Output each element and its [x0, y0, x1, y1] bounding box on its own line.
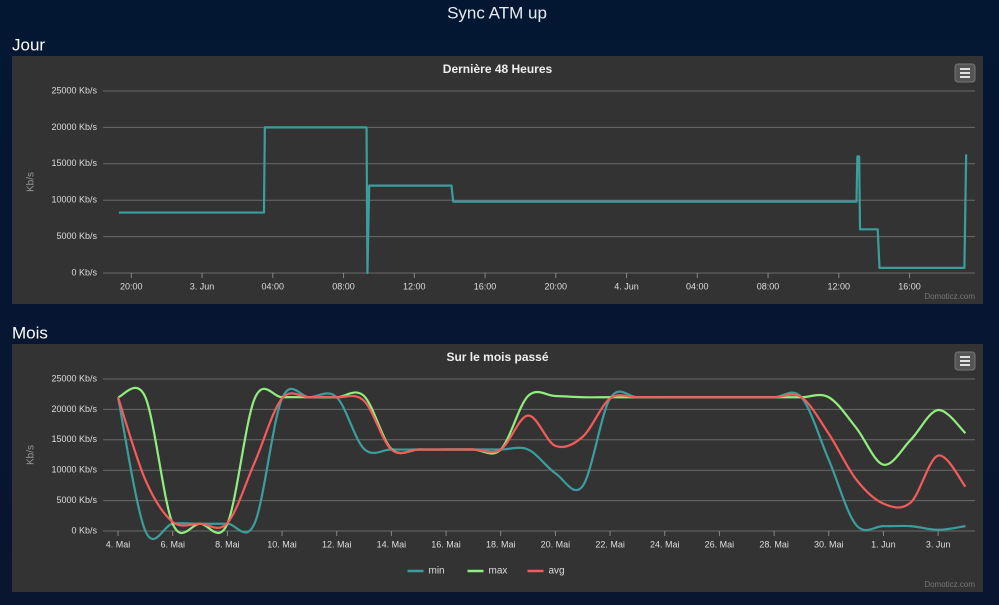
series-line — [116, 387, 966, 541]
y-tick-label: 5000 Kb/s — [56, 495, 97, 505]
x-tick-label: 18. Mai — [486, 539, 516, 549]
x-tick-label: 04:00 — [686, 281, 709, 291]
x-tick-label: 4. Mai — [106, 539, 131, 549]
x-tick-label: 8. Mai — [215, 539, 240, 549]
y-tick-label: 25000 Kb/s — [51, 373, 97, 383]
series-line — [118, 126, 968, 275]
x-tick-label: 20:00 — [120, 281, 143, 291]
x-tick-label: 3. Jun — [926, 539, 951, 549]
legend-label[interactable]: avg — [549, 566, 565, 577]
y-axis-label: Kb/s — [26, 445, 37, 465]
section-title: Mois — [12, 323, 48, 342]
y-tick-label: 0 Kb/s — [71, 267, 97, 277]
chart-title: Dernière 48 Heures — [443, 62, 553, 76]
y-tick-label: 15000 Kb/s — [51, 158, 97, 168]
chart-panel — [12, 56, 983, 304]
x-tick-label: 10. Mai — [267, 539, 297, 549]
x-tick-label: 20. Mai — [541, 539, 571, 549]
x-tick-label: 24. Mai — [650, 539, 680, 549]
y-tick-label: 20000 Kb/s — [51, 404, 97, 414]
chart-panel — [12, 344, 983, 592]
x-tick-label: 12:00 — [828, 281, 851, 291]
x-tick-label: 6. Mai — [160, 539, 185, 549]
x-tick-label: 08:00 — [332, 281, 355, 291]
legend-label[interactable]: min — [429, 566, 445, 577]
y-tick-label: 10000 Kb/s — [51, 465, 97, 475]
x-tick-label: 20:00 — [545, 281, 568, 291]
legend-label[interactable]: max — [489, 566, 508, 577]
x-tick-label: 12. Mai — [322, 539, 352, 549]
series-line — [117, 386, 967, 535]
x-tick-label: 16:00 — [898, 281, 921, 291]
x-tick-label: 26. Mai — [705, 539, 735, 549]
x-tick-label: 12:00 — [403, 281, 426, 291]
y-tick-label: 0 Kb/s — [71, 525, 97, 535]
x-tick-label: 14. Mai — [377, 539, 407, 549]
x-tick-label: 4. Jun — [614, 281, 639, 291]
y-tick-label: 25000 Kb/s — [51, 85, 97, 95]
x-tick-label: 3. Jun — [190, 281, 215, 291]
series-line — [116, 392, 967, 529]
x-tick-label: 08:00 — [757, 281, 780, 291]
credits: Domoticz.com — [924, 580, 975, 589]
x-tick-label: 04:00 — [262, 281, 285, 291]
x-tick-label: 28. Mai — [759, 539, 789, 549]
y-tick-label: 20000 Kb/s — [51, 122, 97, 132]
credits: Domoticz.com — [924, 292, 975, 301]
x-tick-label: 16:00 — [474, 281, 497, 291]
y-axis-label: Kb/s — [26, 172, 37, 192]
y-tick-label: 5000 Kb/s — [56, 231, 97, 241]
section-title: Jour — [12, 35, 45, 54]
x-tick-label: 16. Mai — [431, 539, 461, 549]
y-tick-label: 15000 Kb/s — [51, 434, 97, 444]
y-tick-label: 10000 Kb/s — [51, 195, 97, 205]
chart-title: Sur le mois passé — [446, 350, 548, 364]
x-tick-label: 22. Mai — [595, 539, 625, 549]
page-title: Sync ATM up — [447, 3, 547, 22]
x-tick-label: 30. Mai — [814, 539, 844, 549]
x-tick-label: 1. Jun — [871, 539, 896, 549]
